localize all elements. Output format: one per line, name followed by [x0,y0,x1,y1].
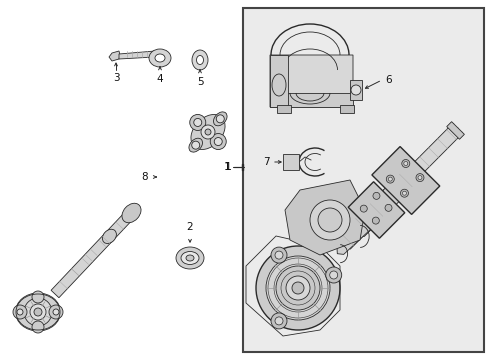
Circle shape [404,162,408,166]
Circle shape [201,125,215,139]
Text: 4: 4 [157,74,163,84]
Circle shape [373,192,380,199]
Polygon shape [119,51,155,59]
Text: 5: 5 [196,77,203,87]
Circle shape [275,251,283,259]
Circle shape [13,305,27,319]
Circle shape [418,176,422,180]
Circle shape [266,256,330,320]
Circle shape [351,85,361,95]
Circle shape [190,114,206,130]
Text: 3: 3 [113,73,119,83]
Text: 7: 7 [264,157,270,167]
Circle shape [310,200,350,240]
Ellipse shape [191,114,225,149]
Text: 2: 2 [187,222,194,232]
Circle shape [400,189,409,197]
Circle shape [402,159,410,167]
Circle shape [271,313,287,329]
Ellipse shape [192,50,208,70]
Circle shape [416,174,424,181]
Circle shape [210,134,226,149]
Polygon shape [285,180,365,255]
Circle shape [372,217,379,224]
Circle shape [402,191,407,195]
Ellipse shape [16,293,60,331]
Ellipse shape [149,49,171,67]
Circle shape [271,247,287,263]
Ellipse shape [214,112,227,126]
Circle shape [360,205,368,212]
Ellipse shape [189,138,202,152]
Polygon shape [270,55,353,107]
Circle shape [24,298,52,326]
Polygon shape [407,126,460,179]
Polygon shape [372,147,440,215]
Polygon shape [447,122,465,139]
Polygon shape [337,206,380,255]
Circle shape [292,282,304,294]
Text: 8: 8 [142,172,148,182]
Bar [277,105,291,113]
Circle shape [194,118,202,126]
Circle shape [386,175,394,183]
Circle shape [388,177,392,181]
Circle shape [32,321,44,333]
Polygon shape [51,209,135,298]
Circle shape [32,291,44,303]
Polygon shape [348,182,405,238]
Ellipse shape [196,55,203,64]
Circle shape [318,208,342,232]
Bar [270,93,353,107]
Polygon shape [66,234,112,283]
Polygon shape [338,171,416,249]
Bar [270,55,288,107]
Circle shape [286,276,310,300]
Circle shape [276,266,320,310]
Circle shape [214,138,222,145]
Circle shape [216,115,224,123]
Circle shape [53,309,59,315]
Ellipse shape [181,252,199,265]
Circle shape [34,308,42,316]
Circle shape [275,317,283,325]
Circle shape [17,309,23,315]
Bar [283,154,299,170]
Circle shape [385,204,392,211]
Text: 1: 1 [223,162,230,172]
Circle shape [30,304,46,320]
Ellipse shape [155,54,165,62]
Circle shape [205,129,211,135]
Ellipse shape [176,247,204,269]
Polygon shape [109,51,120,61]
Ellipse shape [186,255,194,261]
Circle shape [326,267,342,283]
Text: 1: 1 [225,162,232,172]
Bar [243,8,484,352]
Polygon shape [155,51,159,57]
Circle shape [256,246,340,330]
Text: 6: 6 [385,75,392,85]
Circle shape [192,141,200,149]
Bar [350,80,362,100]
Polygon shape [357,183,403,237]
Circle shape [49,305,63,319]
Bar [340,105,354,113]
Ellipse shape [102,229,117,243]
Circle shape [330,271,338,279]
Ellipse shape [122,203,141,223]
